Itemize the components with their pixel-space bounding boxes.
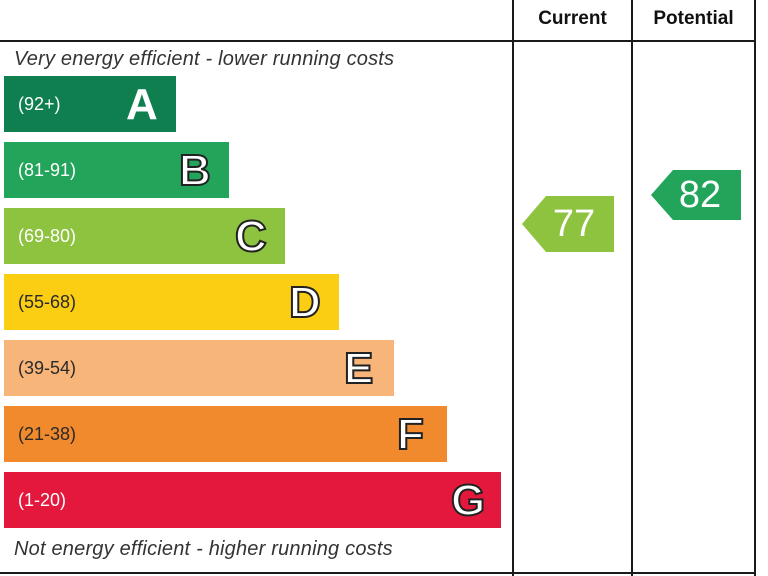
band-b-range: (81-91) <box>18 160 77 180</box>
band-c: (69-80) C <box>4 208 285 264</box>
potential-column-header: Potential <box>653 8 734 29</box>
current-rating-arrow: 77 <box>522 196 614 252</box>
band-a-letter: A <box>126 80 158 129</box>
band-g-letter: G <box>450 475 486 526</box>
top-rule <box>0 40 756 42</box>
band-e: (39-54) E <box>4 340 394 396</box>
current-arrow-shape <box>522 196 614 252</box>
band-f-range: (21-38) <box>18 424 77 444</box>
band-d-range: (55-68) <box>18 292 77 312</box>
band-c-letter: C <box>234 211 268 262</box>
bottom-rule <box>0 572 756 574</box>
band-a-range: (92+) <box>18 94 61 114</box>
band-e-letter: E <box>343 343 374 394</box>
band-e-range: (39-54) <box>18 358 77 378</box>
potential-rating-arrow: 82 <box>651 170 741 226</box>
inefficient-caption: Not energy efficient - higher running co… <box>14 538 393 560</box>
band-f-letter: F <box>396 409 425 460</box>
band-g: (1-20) G <box>4 472 501 528</box>
current-rating-value: 77 <box>552 203 596 245</box>
current-column-header: Current <box>538 8 607 29</box>
current-column-divider <box>512 0 514 576</box>
band-a: (92+) A <box>4 76 176 132</box>
band-c-range: (69-80) <box>18 226 77 246</box>
potential-arrow-shape <box>651 170 741 220</box>
potential-column-divider <box>631 0 633 576</box>
right-border <box>754 0 756 576</box>
efficient-caption: Very energy efficient - lower running co… <box>14 48 395 70</box>
band-f: (21-38) F <box>4 406 447 462</box>
band-d: (55-68) D <box>4 274 339 330</box>
band-b-letter: B <box>178 145 212 196</box>
band-d-letter: D <box>288 277 322 328</box>
band-b: (81-91) B <box>4 142 229 198</box>
potential-rating-value: 82 <box>678 174 722 216</box>
band-g-range: (1-20) <box>18 490 67 510</box>
